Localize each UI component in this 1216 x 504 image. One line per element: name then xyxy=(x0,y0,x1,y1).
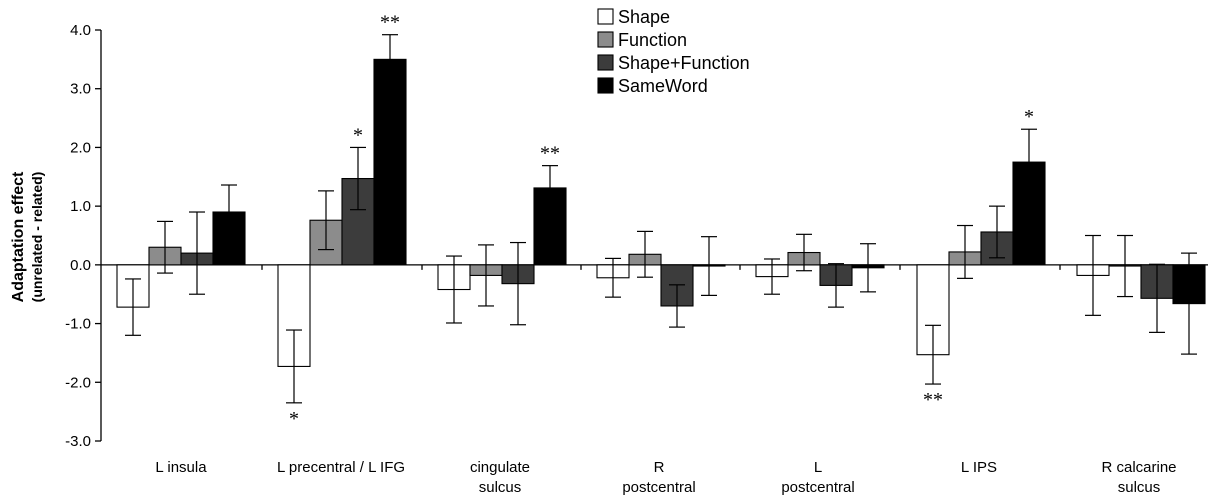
y-tick-label: -2.0 xyxy=(65,374,91,391)
bars xyxy=(116,58,1206,367)
significance-marker: * xyxy=(289,408,299,430)
category-label: L IPS xyxy=(961,459,997,476)
significance-marker: * xyxy=(353,124,363,146)
y-tick-label: -1.0 xyxy=(65,316,91,333)
significance-marker: ** xyxy=(540,143,560,165)
significance-marker: * xyxy=(1024,106,1034,128)
y-tick-label: 4.0 xyxy=(70,22,91,39)
error-bars xyxy=(125,34,1197,404)
significance-marker: ** xyxy=(923,389,943,411)
legend-label: Shape+Function xyxy=(618,53,750,73)
category-label-line: postcentral xyxy=(622,479,695,496)
y-tick-label: 1.0 xyxy=(70,198,91,215)
legend-swatch xyxy=(597,31,614,48)
category-label-line: postcentral xyxy=(781,479,854,496)
bar-shape-5 xyxy=(916,264,950,356)
y-axis-label: Adaptation effect xyxy=(10,171,27,302)
category-label-line: cingulate xyxy=(470,459,530,476)
category-label-line: L precentral / L IFG xyxy=(277,459,405,476)
legend-label: Function xyxy=(618,30,687,50)
category-label: cingulate sulcus xyxy=(470,459,530,496)
category-label-line: R xyxy=(654,459,665,476)
category-label: L precentral / L IFG xyxy=(277,459,405,476)
y-tick-label: 3.0 xyxy=(70,81,91,98)
category-label-line: sulcus xyxy=(479,479,522,496)
legend-label: SameWord xyxy=(618,76,708,96)
category-label-line: L xyxy=(814,459,822,476)
legend-swatch xyxy=(597,8,614,25)
category-label-line: L insula xyxy=(155,459,207,476)
significance-markers: ********* xyxy=(289,12,1034,430)
y-tick-label: -3.0 xyxy=(65,433,91,450)
category-label: L insula xyxy=(155,459,207,476)
legend: Shape Function Shape+Function SameWord xyxy=(597,7,750,96)
category-label-line: R calcarine xyxy=(1101,459,1176,476)
legend-swatch xyxy=(597,77,614,94)
category-label: R calcarine sulcus xyxy=(1101,459,1176,496)
significance-marker: ** xyxy=(380,12,400,34)
y-tick-label: 2.0 xyxy=(70,139,91,156)
category-labels: L insula L precentral / L IFG cingulate sul… xyxy=(155,459,1176,496)
y-axis-sublabel: (unrelated - related) xyxy=(29,172,45,303)
category-label-line: L IPS xyxy=(961,459,997,476)
legend-swatch xyxy=(597,54,614,71)
bar-sameword-1 xyxy=(373,58,407,266)
category-label-line: sulcus xyxy=(1118,479,1161,496)
legend-label: Shape xyxy=(618,7,670,27)
y-axis-label-group: Adaptation effect (unrelated - related) xyxy=(10,171,45,302)
y-tick-label: 0.0 xyxy=(70,257,91,274)
